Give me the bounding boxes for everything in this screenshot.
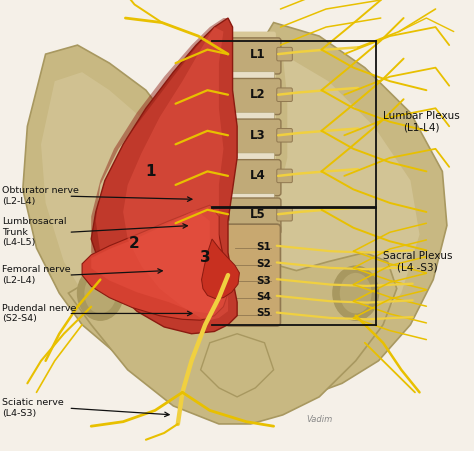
Text: 3: 3	[200, 249, 210, 265]
FancyBboxPatch shape	[214, 169, 229, 183]
Text: Sacral Plexus
(L4 -S3): Sacral Plexus (L4 -S3)	[383, 251, 453, 272]
Ellipse shape	[333, 266, 379, 320]
FancyBboxPatch shape	[214, 47, 229, 61]
Text: Vadim: Vadim	[306, 415, 332, 424]
Text: Sciatic nerve
(L4-S3): Sciatic nerve (L4-S3)	[2, 398, 64, 418]
FancyBboxPatch shape	[277, 207, 292, 221]
Text: S3: S3	[256, 276, 271, 285]
Polygon shape	[91, 18, 237, 334]
Text: 2: 2	[129, 236, 140, 251]
Text: L4: L4	[250, 170, 265, 182]
FancyBboxPatch shape	[232, 193, 274, 202]
Ellipse shape	[340, 273, 372, 313]
Text: S1: S1	[256, 242, 271, 252]
FancyBboxPatch shape	[277, 169, 292, 183]
Polygon shape	[68, 253, 397, 424]
FancyBboxPatch shape	[232, 232, 274, 240]
FancyBboxPatch shape	[225, 78, 281, 115]
Polygon shape	[82, 205, 228, 320]
Text: Femoral nerve
(L2-L4): Femoral nerve (L2-L4)	[2, 265, 71, 285]
FancyBboxPatch shape	[214, 207, 229, 221]
FancyBboxPatch shape	[277, 129, 292, 142]
Text: L1: L1	[250, 48, 265, 60]
FancyBboxPatch shape	[225, 119, 281, 155]
FancyBboxPatch shape	[230, 32, 276, 325]
FancyBboxPatch shape	[277, 47, 292, 61]
Text: Lumbar Plexus
(L1-L4): Lumbar Plexus (L1-L4)	[383, 111, 460, 133]
Polygon shape	[91, 18, 228, 280]
Text: S4: S4	[256, 292, 271, 302]
FancyBboxPatch shape	[214, 129, 229, 142]
FancyBboxPatch shape	[232, 112, 274, 120]
Polygon shape	[23, 45, 219, 374]
FancyBboxPatch shape	[225, 38, 281, 74]
Text: L5: L5	[250, 208, 265, 221]
FancyBboxPatch shape	[226, 224, 281, 326]
Text: Lumbrosacral
Trunk
(L4-L5): Lumbrosacral Trunk (L4-L5)	[2, 217, 67, 247]
Text: L3: L3	[250, 129, 265, 142]
Text: Obturator nerve
(L2-L4): Obturator nerve (L2-L4)	[2, 186, 79, 206]
Text: S2: S2	[256, 259, 271, 269]
Text: Pudendal nerve
(S2-S4): Pudendal nerve (S2-S4)	[2, 304, 77, 323]
Text: 1: 1	[145, 164, 156, 179]
Polygon shape	[260, 54, 419, 370]
FancyBboxPatch shape	[232, 72, 274, 80]
Text: S5: S5	[256, 308, 271, 318]
Polygon shape	[201, 334, 273, 397]
Ellipse shape	[78, 266, 123, 320]
Text: L2: L2	[250, 88, 265, 101]
Ellipse shape	[84, 273, 116, 313]
Polygon shape	[201, 239, 239, 299]
Polygon shape	[237, 23, 447, 397]
FancyBboxPatch shape	[277, 88, 292, 101]
FancyBboxPatch shape	[214, 88, 229, 101]
FancyBboxPatch shape	[225, 198, 281, 234]
FancyBboxPatch shape	[225, 160, 281, 196]
Polygon shape	[123, 27, 228, 320]
Polygon shape	[91, 210, 219, 313]
Polygon shape	[41, 72, 196, 352]
FancyBboxPatch shape	[232, 153, 274, 161]
